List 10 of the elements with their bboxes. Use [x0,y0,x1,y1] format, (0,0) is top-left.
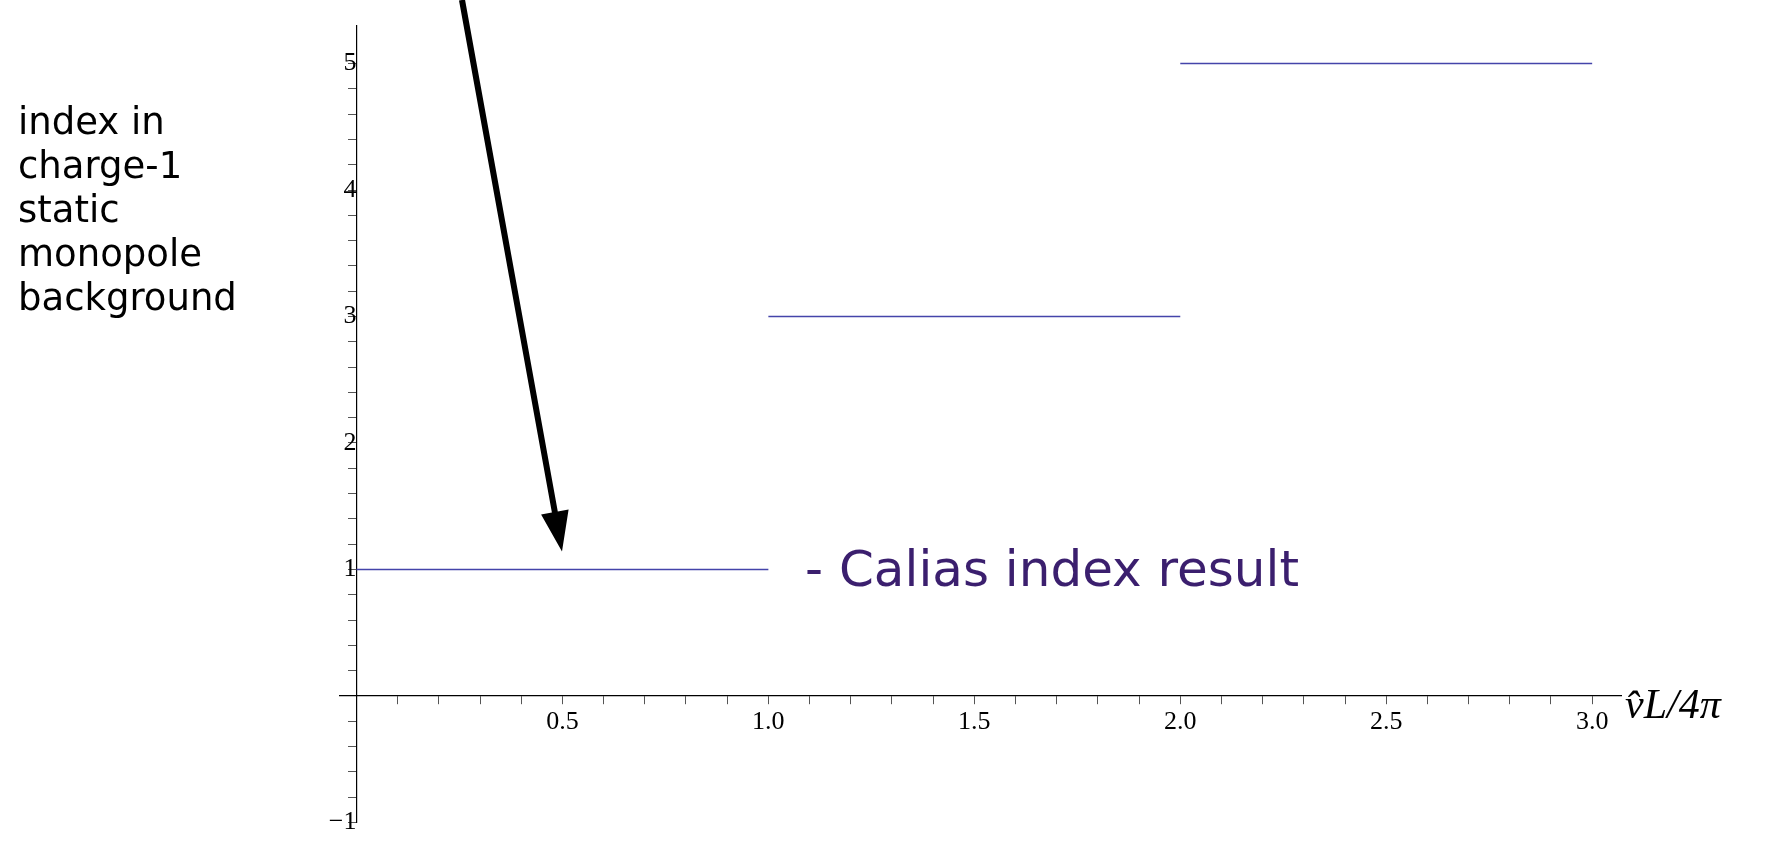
x-tick-label: 0.5 [546,706,579,736]
x-tick-label: 1.5 [958,706,991,736]
y-axis-title: index in charge-1 static monopole background [18,100,238,320]
x-tick-label: 1.0 [752,706,785,736]
x-tick-label: 2.5 [1369,706,1403,736]
x-tick-label: 2.0 [1164,706,1197,736]
annotation: - Calias index result [805,539,1299,598]
y-tick-label: −1 [328,806,357,836]
x-tick-label: 3.0 [1575,706,1609,736]
x-axis-title: v̂L/4π [1625,680,1721,728]
